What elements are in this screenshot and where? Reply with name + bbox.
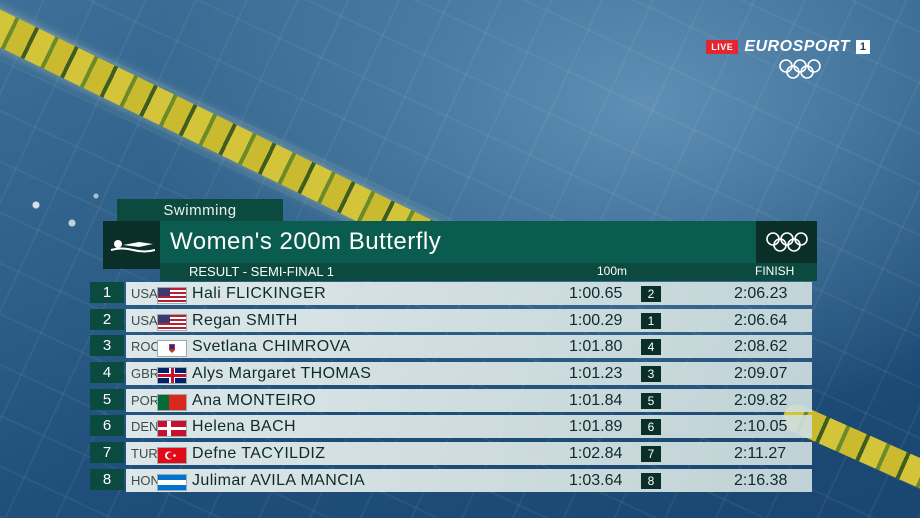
row-bar	[126, 308, 812, 332]
split-rank: 6	[641, 419, 661, 436]
brand-name: EUROSPORT	[744, 38, 850, 55]
noc-code: TUR	[131, 446, 158, 462]
split-rank: 3	[641, 366, 661, 383]
finish-time: 2:08.62	[734, 338, 788, 356]
category-tab: Swimming	[117, 199, 283, 221]
athlete-name: Regan SMITH	[192, 311, 298, 329]
finish-column-header: FINISH	[755, 264, 795, 278]
usa-flag-icon	[157, 313, 187, 331]
athlete-name: Helena BACH	[192, 418, 297, 436]
noc-code: GBR	[131, 366, 160, 382]
athlete-name: Ana MONTEIRO	[192, 391, 316, 409]
den-flag-icon	[157, 420, 187, 438]
split-time: 1:01.89	[569, 418, 623, 436]
finish-time: 2:10.05	[734, 418, 788, 436]
split-time: 1:01.80	[569, 338, 623, 356]
split-time: 1:00.29	[569, 311, 623, 329]
finish-time: 2:06.23	[734, 285, 788, 302]
noc-code: USA	[131, 286, 158, 301]
rank: 2	[90, 308, 124, 330]
rank: 8	[90, 468, 124, 490]
broadcaster-logo: LIVE EUROSPORT 1	[706, 38, 870, 56]
split-time: 1:01.23	[569, 365, 623, 383]
event-header	[103, 221, 817, 263]
row-bar	[126, 362, 812, 386]
athlete-name: Alys Margaret THOMAS	[192, 365, 372, 383]
result-row: 6 DEN Helena BACH 1:01.89 6 2:10.05	[90, 414, 812, 441]
channel-number: 1	[855, 40, 870, 54]
split-rank: 5	[641, 392, 661, 409]
tur-flag-icon	[157, 447, 187, 465]
athlete-name: Julimar AVILA MANCIA	[192, 471, 366, 489]
result-row: 5 POR Ana MONTEIRO 1:01.84 5 2:09.82	[90, 388, 812, 415]
por-flag-icon	[157, 393, 187, 411]
row-bar	[126, 388, 812, 412]
live-badge: LIVE	[706, 40, 739, 54]
result-row: 4 GBR Alys Margaret THOMAS 1:01.23 3 2:0…	[90, 361, 812, 388]
noc-code: POR	[131, 392, 160, 408]
row-bar	[126, 282, 812, 305]
split-rank: 4	[641, 339, 661, 356]
roc-flag-icon	[157, 340, 187, 358]
rank: 1	[90, 282, 124, 303]
olympic-rings-icon	[779, 59, 821, 79]
water-bubbles	[0, 160, 120, 250]
row-bar	[126, 415, 812, 439]
split-rank: 8	[641, 472, 661, 489]
split-rank: 1	[641, 312, 661, 329]
gbr-flag-icon	[157, 367, 187, 385]
usa-flag-icon	[157, 287, 187, 304]
row-bar	[126, 335, 812, 359]
hon-flag-icon	[157, 473, 187, 491]
olympic-rings-box	[756, 221, 817, 263]
subheader-bar	[160, 263, 817, 281]
row-bar	[126, 442, 812, 466]
noc-code: HON	[131, 472, 160, 488]
rank: 7	[90, 442, 124, 464]
finish-time: 2:11.27	[734, 445, 787, 463]
olympic-rings-icon	[765, 232, 808, 252]
result-row: 8 HON Julimar AVILA MANCIA 1:03.64 8 2:1…	[90, 468, 812, 495]
athlete-name: Svetlana CHIMROVA	[192, 338, 351, 356]
results-table: 1 USA Hali FLICKINGER 1:00.65 2 2:06.23 …	[90, 281, 812, 495]
split-column-header: 100m	[597, 264, 628, 278]
noc-code: ROC	[131, 339, 160, 355]
rank: 5	[90, 388, 124, 410]
split-time: 1:03.64	[569, 471, 623, 489]
result-row: 7 TUR Defne TACYILDIZ 1:02.84 7 2:11.27	[90, 441, 812, 468]
noc-code: DEN	[131, 419, 159, 435]
result-row: 3 ROC Svetlana CHIMROVA 1:01.80 4 2:08.6…	[90, 334, 812, 361]
finish-time: 2:16.38	[734, 471, 788, 489]
split-rank: 7	[641, 446, 661, 463]
split-time: 1:01.84	[569, 391, 623, 409]
rank: 3	[90, 335, 124, 357]
event-title: Women's 200m Butterfly	[170, 228, 442, 255]
athlete-name: Defne TACYILDIZ	[192, 445, 326, 463]
finish-time: 2:09.07	[734, 365, 788, 383]
swimmer-icon	[103, 221, 160, 269]
athlete-name: Hali FLICKINGER	[192, 285, 327, 302]
finish-time: 2:09.82	[734, 391, 788, 409]
result-row: 1 USA Hali FLICKINGER 1:00.65 2 2:06.23	[90, 281, 812, 308]
split-time: 1:00.65	[569, 285, 623, 302]
rank: 6	[90, 415, 124, 437]
finish-time: 2:06.64	[734, 311, 788, 329]
row-bar	[126, 468, 812, 492]
swimmer-icon	[110, 240, 155, 253]
noc-code: USA	[131, 312, 158, 328]
split-time: 1:02.84	[569, 445, 623, 463]
result-label: RESULT - SEMI-FINAL 1	[189, 264, 334, 279]
result-row: 2 USA Regan SMITH 1:00.29 1 2:06.64	[90, 308, 812, 335]
rank: 4	[90, 362, 124, 384]
split-rank: 2	[641, 286, 661, 302]
